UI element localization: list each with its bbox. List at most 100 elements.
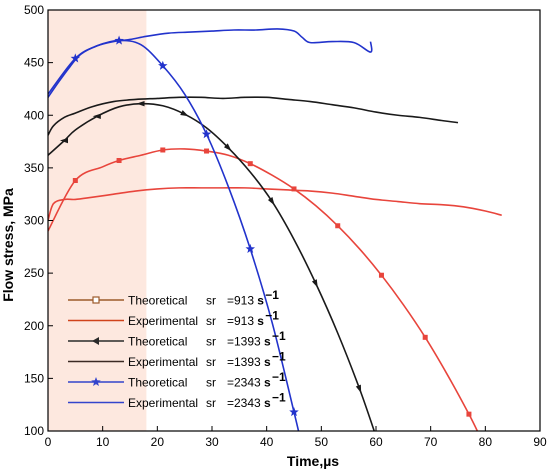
x-tick-label: 10 [96,435,110,449]
legend-value: =1393 [227,335,261,349]
data-point [267,197,275,206]
data-point [72,178,78,184]
legend-unit: s [264,335,271,349]
data-point [422,334,428,340]
data-point [158,60,168,70]
series-line-2 [48,102,376,431]
legend-unit: s [257,314,264,328]
series-layer [48,28,502,431]
legend-exponent: −1 [272,391,286,405]
x-tick-label: 30 [205,435,219,449]
legend-exponent: −1 [272,350,286,364]
data-point [70,53,81,63]
x-tick-label: 90 [533,435,547,449]
legend-exponent: −1 [272,329,286,343]
y-tick-label: 200 [24,319,44,333]
data-point [289,407,299,417]
legend-value: =913 [227,314,254,328]
data-point [355,384,362,394]
series-line-3 [48,96,459,136]
series-5 [48,28,373,98]
data-point [311,279,318,288]
data-point [291,186,297,192]
series-line-5 [48,28,373,98]
legend-sr: sr [206,355,216,369]
y-tick-label: 450 [24,56,44,70]
y-tick-label: 250 [24,266,44,280]
legend-sr: sr [206,376,216,390]
data-point [223,143,232,152]
legend-item: Experimental sr =913 s −1 [68,309,279,328]
legend-label: Experimental [128,314,198,328]
data-point [245,243,256,253]
x-axis-title-text: Time, [287,453,323,469]
x-tick-label: 60 [369,435,383,449]
legend-label: Theoretical [128,335,187,349]
data-point [247,161,253,167]
legend-exponent: −1 [265,288,279,302]
legend-unit: s [264,396,271,410]
legend-value: =2343 [227,376,261,390]
legend-value: =913 [227,294,254,308]
data-point [204,148,210,154]
x-axis-title: Time,µs [287,453,339,469]
legend-marker [92,337,99,345]
legend-item: Experimental sr =2343 s −1 [68,391,286,410]
y-tick-label: 100 [24,424,44,438]
data-point [180,110,189,117]
legend-marker [92,296,100,304]
legend-sr: sr [206,294,216,308]
series-2 [48,100,376,431]
x-tick-label: 50 [315,435,329,449]
x-tick-label: 40 [260,435,274,449]
y-tick-label: 500 [24,3,44,17]
y-tick-label: 150 [24,371,44,385]
x-tick-label: 0 [45,435,52,449]
legend-value: =1393 [227,355,261,369]
data-point [116,158,122,164]
legend-marker [91,377,101,387]
data-point [136,100,145,107]
legend-exponent: −1 [272,370,286,384]
ticks-layer: 0 10 20 30 40 50 60 70 80 90 100 150 200 250 300 350 400… [24,3,547,449]
legend-label: Theoretical [128,294,187,308]
series-line-0 [48,148,479,431]
data-point [201,129,212,139]
legend-sr: sr [206,314,216,328]
legend-sr: sr [206,396,216,410]
data-point [335,223,341,229]
y-tick-label: 400 [24,108,44,122]
legend-value: =2343 [227,396,261,410]
legend-sr: sr [206,335,216,349]
x-tick-label: 70 [424,435,438,449]
data-point [466,411,472,417]
legend-item: Theoretical sr =1393 s −1 [68,329,286,349]
data-point [59,137,69,144]
data-point [160,147,166,153]
y-axis-title: Flow stress, MPa [0,188,16,302]
series-3 [48,96,459,136]
y-tick-label: 350 [24,161,44,175]
series-clip-group [48,28,502,431]
legend-item: Theoretical sr =2343 s −1 [68,370,286,390]
x-tick-label: 20 [151,435,165,449]
data-point [378,272,384,278]
data-point [92,113,101,119]
legend-label: Experimental [128,396,198,410]
legend-unit: s [257,294,264,308]
series-1 [48,186,502,221]
legend-label: Experimental [128,355,198,369]
legend-unit: s [264,376,271,390]
legend-label: Theoretical [128,376,187,390]
x-axis-title-unit: µs [323,453,339,469]
series-line-1 [48,186,502,221]
x-tick-label: 80 [479,435,493,449]
y-tick-label: 300 [24,214,44,228]
legend-unit: s [264,355,271,369]
legend-item: Theoretical sr =913 s −1 [68,288,279,308]
legend-exponent: −1 [265,309,279,323]
legend-item: Experimental sr =1393 s −1 [68,350,286,369]
series-0 [48,147,479,431]
